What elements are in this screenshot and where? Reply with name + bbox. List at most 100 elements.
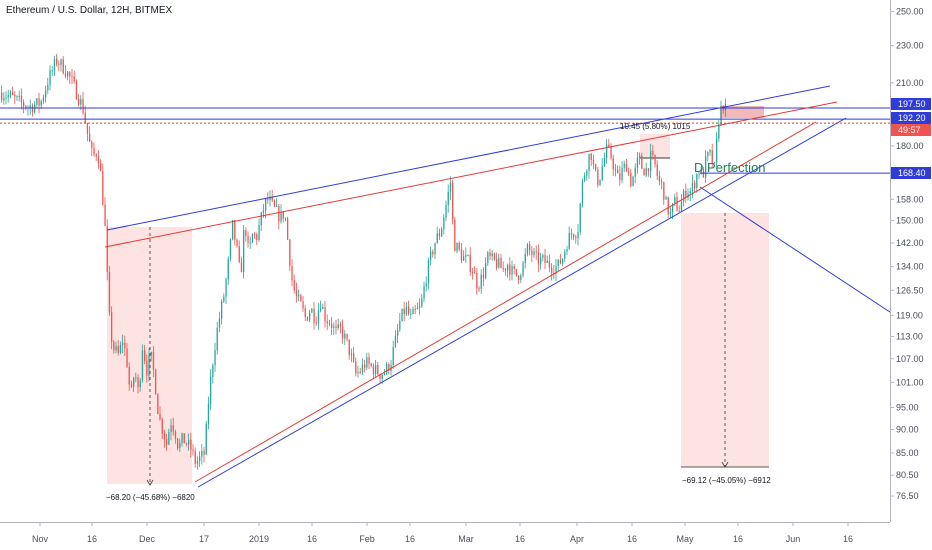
candle-body[interactable] xyxy=(80,99,82,105)
candle-body[interactable] xyxy=(397,329,399,336)
candle-body[interactable] xyxy=(106,226,108,273)
candle-body[interactable] xyxy=(364,364,366,368)
candle-body[interactable] xyxy=(661,181,663,183)
candle-body[interactable] xyxy=(381,374,383,379)
candle-body[interactable] xyxy=(711,150,713,163)
candle-body[interactable] xyxy=(280,212,282,222)
candle-body[interactable] xyxy=(366,357,368,368)
candle-body[interactable] xyxy=(359,371,361,373)
candle-body[interactable] xyxy=(636,157,639,168)
candle-body[interactable] xyxy=(82,99,84,113)
candle-body[interactable] xyxy=(399,320,401,330)
candle-body[interactable] xyxy=(654,155,656,165)
candle-body[interactable] xyxy=(234,220,236,240)
candle-body[interactable] xyxy=(423,286,425,299)
price-badge[interactable] xyxy=(891,98,931,110)
candle-body[interactable] xyxy=(705,156,707,178)
candle-body[interactable] xyxy=(454,219,456,252)
candle-body[interactable] xyxy=(414,308,416,310)
candle-body[interactable] xyxy=(509,264,511,275)
candle-body[interactable] xyxy=(458,243,460,250)
candle-body[interactable] xyxy=(258,225,260,240)
candle-body[interactable] xyxy=(194,450,196,464)
candle-body[interactable] xyxy=(357,371,359,374)
candle-body[interactable] xyxy=(386,363,388,373)
candle-body[interactable] xyxy=(199,456,201,461)
candle-body[interactable] xyxy=(12,92,14,95)
candle-body[interactable] xyxy=(489,252,491,257)
candle-body[interactable] xyxy=(496,259,498,268)
candle-body[interactable] xyxy=(674,196,676,204)
candle-body[interactable] xyxy=(249,242,251,244)
candle-body[interactable] xyxy=(537,252,540,265)
candle-body[interactable] xyxy=(353,353,355,362)
upper-trendline-red[interactable] xyxy=(104,101,838,248)
candle-body[interactable] xyxy=(449,183,452,192)
candle-body[interactable] xyxy=(614,169,617,171)
candle-body[interactable] xyxy=(150,351,152,356)
candle-body[interactable] xyxy=(663,182,665,200)
candle-body[interactable] xyxy=(513,266,515,269)
candle-body[interactable] xyxy=(553,272,555,274)
candle-body[interactable] xyxy=(293,280,295,291)
candle-body[interactable] xyxy=(335,326,337,328)
candle-body[interactable] xyxy=(511,266,513,275)
candle-body[interactable] xyxy=(678,210,680,212)
candle-body[interactable] xyxy=(383,372,386,375)
candle-body[interactable] xyxy=(425,283,427,287)
candle-body[interactable] xyxy=(119,344,122,353)
candle-body[interactable] xyxy=(78,99,80,105)
candle-body[interactable] xyxy=(269,196,271,201)
candle-body[interactable] xyxy=(298,295,300,297)
candle-body[interactable] xyxy=(159,413,161,420)
candle-body[interactable] xyxy=(232,220,234,240)
candle-body[interactable] xyxy=(223,296,225,302)
candle-body[interactable] xyxy=(456,243,458,252)
candle-body[interactable] xyxy=(416,307,419,310)
candle-body[interactable] xyxy=(672,203,674,213)
candle-body[interactable] xyxy=(566,249,568,252)
candle-body[interactable] xyxy=(575,236,577,239)
candle-body[interactable] xyxy=(610,146,612,159)
candle-body[interactable] xyxy=(595,164,597,170)
candle-body[interactable] xyxy=(146,360,148,376)
candle-body[interactable] xyxy=(117,346,119,353)
candle-body[interactable] xyxy=(75,81,78,100)
candle-body[interactable] xyxy=(306,316,309,321)
candle-body[interactable] xyxy=(251,233,254,243)
candle-body[interactable] xyxy=(29,105,31,108)
candle-body[interactable] xyxy=(311,308,313,313)
candle-body[interactable] xyxy=(465,254,467,257)
candle-body[interactable] xyxy=(108,272,111,313)
candle-body[interactable] xyxy=(452,183,454,220)
candle-body[interactable] xyxy=(502,268,504,270)
candle-body[interactable] xyxy=(700,169,702,174)
candle-body[interactable] xyxy=(31,105,34,112)
candle-body[interactable] xyxy=(177,438,179,449)
candle-body[interactable] xyxy=(342,326,344,339)
candle-body[interactable] xyxy=(621,167,623,181)
candle-body[interactable] xyxy=(716,138,718,163)
candle-body[interactable] xyxy=(115,346,117,351)
candle-body[interactable] xyxy=(658,175,661,182)
candle-body[interactable] xyxy=(346,333,348,340)
candle-body[interactable] xyxy=(377,365,379,375)
candle-body[interactable] xyxy=(172,425,174,432)
candle-body[interactable] xyxy=(210,376,212,404)
candle-body[interactable] xyxy=(141,350,144,381)
candle-body[interactable] xyxy=(166,439,168,445)
candle-body[interactable] xyxy=(18,95,20,97)
candle-body[interactable] xyxy=(245,229,247,236)
candle-body[interactable] xyxy=(337,324,339,328)
candle-body[interactable] xyxy=(603,157,606,167)
candle-body[interactable] xyxy=(544,255,546,263)
candle-body[interactable] xyxy=(265,198,267,211)
candle-body[interactable] xyxy=(284,218,287,220)
candle-body[interactable] xyxy=(432,251,434,255)
candle-body[interactable] xyxy=(196,460,199,464)
candle-body[interactable] xyxy=(260,212,262,226)
candle-body[interactable] xyxy=(344,333,346,339)
candle-body[interactable] xyxy=(179,443,181,449)
candle-body[interactable] xyxy=(529,244,531,251)
candle-body[interactable] xyxy=(388,363,390,371)
